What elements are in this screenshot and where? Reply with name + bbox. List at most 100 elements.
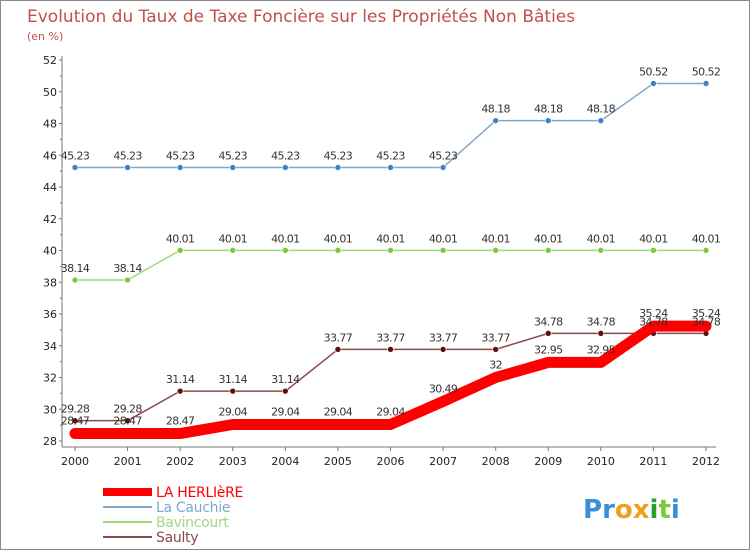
data-label-saulty: 34.78 xyxy=(587,315,616,328)
data-point-saulty xyxy=(439,346,447,353)
data-point-la-cauchie xyxy=(650,80,657,87)
data-point-la-cauchie xyxy=(124,164,131,171)
data-point-la-herli-re xyxy=(228,420,237,429)
data-label-bavincourt: 40.01 xyxy=(219,232,248,245)
data-point-saulty xyxy=(387,346,394,353)
data-point-bavincourt xyxy=(702,247,710,254)
data-label-saulty: 31.14 xyxy=(271,373,300,386)
logo-letter: r xyxy=(602,495,615,525)
data-label-la-herli-re: 28.47 xyxy=(61,415,90,428)
x-tick-label: 2008 xyxy=(482,455,510,468)
data-point-bavincourt xyxy=(492,247,499,254)
data-label-la-herli-re: 28.47 xyxy=(113,415,142,428)
data-point-la-cauchie xyxy=(387,164,394,171)
data-point-la-cauchie xyxy=(229,164,237,171)
data-label-bavincourt: 40.01 xyxy=(271,232,300,245)
data-label-la-herli-re: 32.95 xyxy=(534,343,563,356)
data-label-saulty: 29.28 xyxy=(113,403,142,416)
x-tick-label: 2006 xyxy=(377,455,405,468)
data-point-la-cauchie xyxy=(702,80,710,87)
data-point-la-herli-re xyxy=(596,358,605,367)
data-point-la-cauchie xyxy=(544,117,552,124)
data-label-saulty: 34.78 xyxy=(639,315,668,328)
x-tick-label: 2003 xyxy=(219,455,247,468)
legend-label-saulty: Saulty xyxy=(156,530,198,546)
data-label-saulty: 33.77 xyxy=(324,331,353,344)
data-point-la-herli-re xyxy=(386,420,395,429)
data-label-bavincourt: 40.01 xyxy=(587,232,616,245)
y-tick-label: 28 xyxy=(43,435,57,448)
y-tick-label: 38 xyxy=(43,276,57,289)
data-point-saulty xyxy=(597,330,605,337)
data-label-la-herli-re: 29.04 xyxy=(219,405,248,418)
data-label-la-cauchie: 45.23 xyxy=(271,149,300,162)
data-point-bavincourt xyxy=(597,247,605,254)
data-label-la-cauchie: 50.52 xyxy=(639,65,668,78)
logo-letter: P xyxy=(583,495,602,525)
data-point-saulty xyxy=(544,330,552,337)
data-point-bavincourt xyxy=(71,276,79,284)
x-tick-label: 2004 xyxy=(271,455,299,468)
data-point-la-herli-re xyxy=(544,358,553,367)
data-point-saulty xyxy=(282,387,289,395)
data-label-la-herli-re: 30.49 xyxy=(429,382,458,395)
data-point-la-cauchie xyxy=(597,117,605,124)
data-point-bavincourt xyxy=(124,276,131,284)
data-label-bavincourt: 40.01 xyxy=(376,232,405,245)
data-label-bavincourt: 40.01 xyxy=(429,232,458,245)
x-tick-label: 2010 xyxy=(587,455,615,468)
data-point-bavincourt xyxy=(387,247,394,254)
data-point-la-herli-re xyxy=(491,373,500,382)
data-point-la-cauchie xyxy=(282,164,289,171)
y-tick-label: 50 xyxy=(43,86,57,99)
data-labels: 45.23 45.23 45.23 45.23 45.23 45.23 45.23 45.23… xyxy=(61,65,722,428)
data-label-saulty: 33.77 xyxy=(376,331,405,344)
x-tick-label: 2012 xyxy=(692,455,720,468)
data-label-la-herli-re: 29.04 xyxy=(271,405,300,418)
x-tick-label: 2009 xyxy=(534,455,562,468)
data-label-saulty: 33.77 xyxy=(481,331,510,344)
data-label-bavincourt: 40.01 xyxy=(534,232,563,245)
data-point-la-herli-re xyxy=(702,322,710,331)
proxiti-logo: Proxiti xyxy=(583,495,680,525)
y-tick-label: 44 xyxy=(43,181,57,194)
x-tick-label: 2011 xyxy=(639,455,667,468)
data-label-la-cauchie: 48.18 xyxy=(534,103,563,116)
data-point-la-cauchie xyxy=(71,164,79,171)
x-tick-label: 2001 xyxy=(114,455,142,468)
data-point-la-cauchie xyxy=(176,164,184,171)
data-point-bavincourt xyxy=(650,247,657,254)
y-tick-label: 32 xyxy=(43,372,57,385)
data-point-la-herli-re xyxy=(333,420,342,429)
y-tick-label: 52 xyxy=(43,54,57,67)
y-tick-label: 36 xyxy=(43,308,57,321)
data-point-bavincourt xyxy=(439,247,447,254)
data-point-la-cauchie xyxy=(439,164,447,171)
logo-letter: i xyxy=(671,495,680,525)
legend-label-la-herli-re: LA HERLIèRE xyxy=(156,485,243,501)
data-point-bavincourt xyxy=(544,247,552,254)
logo-letter: t xyxy=(658,495,670,525)
data-point-la-herli-re xyxy=(123,429,132,438)
y-tick-label: 48 xyxy=(43,118,57,131)
data-point-saulty xyxy=(124,417,131,424)
data-label-saulty: 31.14 xyxy=(166,373,195,386)
data-point-la-herli-re xyxy=(281,420,290,429)
data-point-saulty xyxy=(176,387,184,395)
chart-subtitle: (en %) xyxy=(27,30,63,43)
y-tick-label: 40 xyxy=(43,245,57,258)
data-label-saulty: 34.78 xyxy=(692,315,721,328)
data-label-la-herli-re: 32.95 xyxy=(587,343,616,356)
data-point-bavincourt xyxy=(282,247,289,254)
data-label-bavincourt: 40.01 xyxy=(481,232,510,245)
data-point-la-herli-re xyxy=(71,429,79,438)
data-point-saulty xyxy=(71,417,79,424)
data-label-la-cauchie: 45.23 xyxy=(429,149,458,162)
data-label-la-cauchie: 50.52 xyxy=(692,65,721,78)
data-label-la-cauchie: 45.23 xyxy=(113,149,142,162)
data-label-la-cauchie: 45.23 xyxy=(376,149,405,162)
y-tick-label: 30 xyxy=(43,403,57,416)
data-label-la-cauchie: 45.23 xyxy=(166,149,195,162)
